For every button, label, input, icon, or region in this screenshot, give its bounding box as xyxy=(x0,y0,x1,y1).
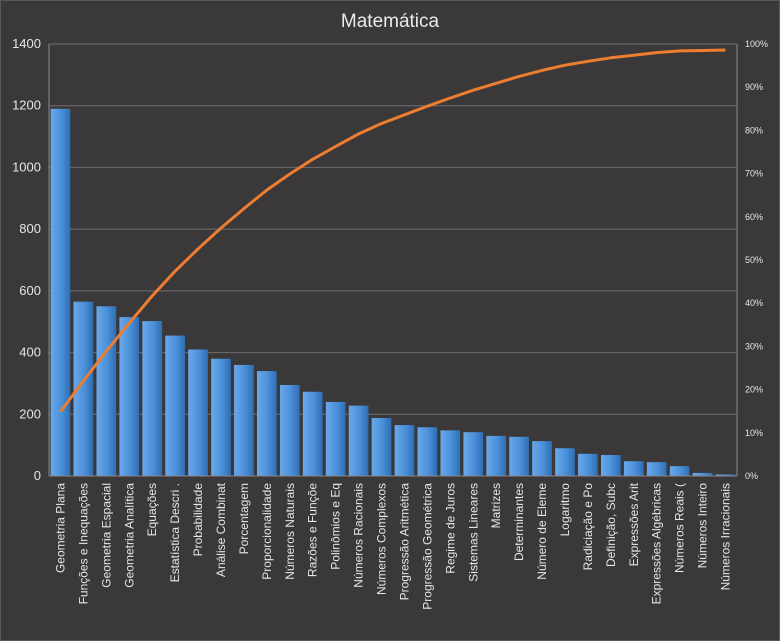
x-tick-label: Geometria Plana xyxy=(54,483,68,573)
y-tick-label: 0 xyxy=(34,468,41,483)
bar xyxy=(142,321,163,476)
bar xyxy=(646,462,667,476)
x-tick-label: Regime de Juros xyxy=(443,483,457,574)
x-tick-label: Progressão Geométrica xyxy=(420,483,434,610)
bar xyxy=(119,317,140,476)
bar xyxy=(394,425,415,476)
y2-tick-label: 50% xyxy=(745,255,763,265)
bar xyxy=(555,448,575,476)
y2-tick-label: 10% xyxy=(745,428,763,438)
x-tick-label: Números Inteiro xyxy=(696,483,710,569)
bar xyxy=(234,364,254,476)
y-tick-label: 800 xyxy=(19,221,41,236)
x-tick-label: Definição, Subc xyxy=(604,483,618,567)
y2-tick-label: 90% xyxy=(745,82,763,92)
x-tick-label: Determinantes xyxy=(512,483,526,561)
x-tick-label: Matrizes xyxy=(489,483,503,528)
bar xyxy=(348,405,369,476)
bar xyxy=(371,417,392,476)
grid-lines xyxy=(49,43,737,477)
x-tick-label: Proporcionalidade xyxy=(260,483,274,580)
x-tick-label: Porcentagem xyxy=(237,483,251,554)
chart-title: Matemática xyxy=(341,11,440,32)
bar xyxy=(440,430,461,476)
y2-tick-label: 70% xyxy=(745,169,763,179)
y-tick-label: 200 xyxy=(19,406,41,421)
x-tick-label: Polinômios e Eq xyxy=(329,483,343,570)
x-tick-label: Sistemas Lineares xyxy=(466,483,480,582)
y2-tick-label: 20% xyxy=(745,385,763,395)
y2-tick-label: 0% xyxy=(745,471,758,481)
x-tick-label: Geometria Espacial xyxy=(99,483,113,588)
bar xyxy=(486,435,507,476)
x-axis: Geometria Plana Funções e Inequações Geome… xyxy=(49,475,737,610)
y-axis-right: 0% 10% 20% 30% 40% 50% 60% 70% 80% 90% 100% xyxy=(745,39,768,481)
cumulative-line xyxy=(59,48,726,413)
bar xyxy=(302,391,323,476)
bar xyxy=(211,358,231,476)
x-tick-label: Expressões Algébricas xyxy=(650,483,664,604)
x-tick-label: Números Irracionais xyxy=(719,483,733,590)
x-tick-label: Análise Combinat xyxy=(214,482,228,577)
x-tick-label: Número de Eleme xyxy=(535,483,549,580)
x-tick-label: Funções e Inequações xyxy=(76,483,90,604)
x-tick-label: Probabilidade xyxy=(191,483,205,557)
cumulative-series-line xyxy=(59,48,726,413)
x-tick-label: Números Racionais xyxy=(352,483,366,588)
y2-tick-label: 40% xyxy=(745,298,763,308)
bar xyxy=(188,349,208,476)
bar xyxy=(50,108,71,477)
y-tick-label: 400 xyxy=(19,345,41,360)
y-axis-left: 0 200 400 600 800 1000 1200 1400 xyxy=(12,36,738,483)
x-tick-label: Radiciação e Po xyxy=(581,483,595,571)
y-tick-label: 1000 xyxy=(12,159,41,174)
bar xyxy=(509,436,529,476)
y-tick-label: 1400 xyxy=(12,36,41,51)
bar xyxy=(601,455,621,476)
bar xyxy=(279,384,300,476)
bar xyxy=(325,401,346,476)
bar xyxy=(578,453,598,476)
bars xyxy=(50,108,736,477)
bar xyxy=(463,432,484,476)
x-tick-label: Equações xyxy=(145,483,159,536)
x-tick-label: Razões e Funçõe xyxy=(306,483,320,577)
x-tick-label: Estatística Descri . xyxy=(168,483,182,582)
x-tick-label: Números Naturais xyxy=(283,483,297,580)
y2-tick-label: 30% xyxy=(745,341,763,351)
y2-tick-label: 60% xyxy=(745,212,763,222)
x-tick-label: Números Complexos xyxy=(375,483,389,595)
x-tick-label: Expressões Arit xyxy=(627,482,641,566)
bar xyxy=(96,306,117,476)
bar xyxy=(165,335,185,476)
bar xyxy=(715,474,736,476)
y-tick-label: 600 xyxy=(19,283,41,298)
x-tick-label: Números Reais ( xyxy=(673,483,687,573)
bar xyxy=(669,466,690,476)
bar xyxy=(623,461,644,476)
x-tick-label: Geometria Analítica xyxy=(122,483,136,588)
y-tick-label: 1200 xyxy=(12,98,41,113)
bar xyxy=(417,427,438,476)
x-tick-label: Progressão Aritmética xyxy=(398,483,412,601)
bar xyxy=(532,441,552,476)
bar xyxy=(692,472,713,476)
y2-tick-label: 100% xyxy=(745,39,768,49)
bar xyxy=(257,371,277,476)
bar xyxy=(73,301,94,476)
y2-tick-label: 80% xyxy=(745,125,763,135)
x-tick-label: Logaritmo xyxy=(558,483,572,537)
